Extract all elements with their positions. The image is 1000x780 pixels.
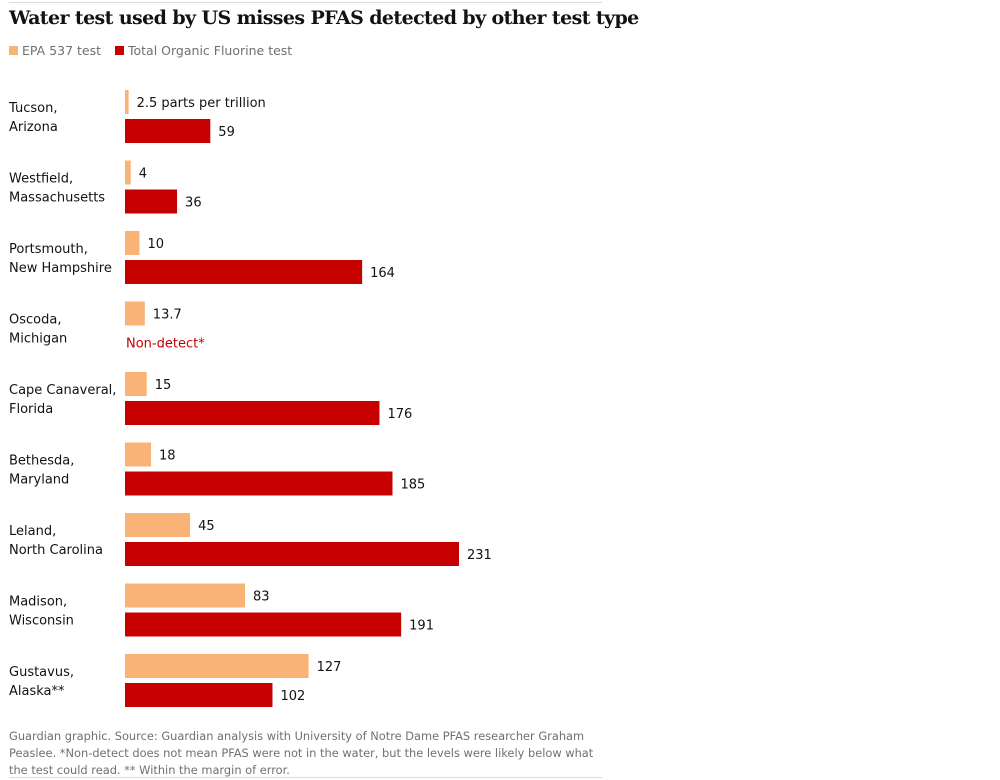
legend-item-epa: EPA 537 test	[9, 43, 101, 58]
bar-epa	[125, 90, 129, 114]
category-label-line: Arizona	[9, 120, 58, 135]
bar-tof	[125, 683, 273, 707]
category-label-line: New Hampshire	[9, 261, 112, 276]
category-label: Leland, North Carolina	[9, 524, 103, 558]
bar-epa	[125, 442, 152, 467]
category-row: Cape Canaveral, Florida 15 176	[9, 372, 412, 425]
bottom-rule	[9, 777, 602, 778]
bar-epa	[125, 372, 147, 396]
category-label: Portsmouth, New Hampshire	[9, 242, 112, 276]
bar-tof	[125, 401, 380, 425]
bar-epa	[125, 160, 131, 185]
category-label: Westfield, Massachusetts	[9, 172, 105, 206]
value-label-epa: 10	[147, 237, 164, 252]
category-label: Madison, Wisconsin	[9, 595, 74, 629]
bar-epa	[125, 231, 140, 255]
value-label-epa: 13.7	[153, 308, 182, 323]
value-label-epa: 18	[159, 449, 176, 464]
value-label-epa: 127	[317, 660, 342, 675]
legend-label-epa: EPA 537 test	[22, 43, 101, 58]
non-detect-label: Non-detect*	[126, 337, 205, 352]
top-rule	[9, 2, 602, 3]
category-row: Tucson, Arizona 2.5 parts per trillion 59	[8, 90, 266, 143]
category-label-line: North Carolina	[9, 543, 103, 558]
legend-label-tof: Total Organic Fluorine test	[128, 43, 293, 58]
category-row: Westfield, Massachusetts 4 36	[9, 160, 202, 214]
category-row: Madison, Wisconsin 83 191	[9, 583, 434, 637]
category-row: Gustavus, Alaska** 127 102	[9, 654, 341, 707]
bar-tof	[125, 542, 459, 566]
source-footnote: Guardian graphic. Source: Guardian analy…	[9, 729, 594, 777]
value-label-tof: 176	[387, 407, 412, 422]
category-label-line: Portsmouth,	[9, 242, 88, 257]
value-label-epa: 83	[253, 590, 270, 605]
category-label-line: Madison,	[9, 595, 67, 610]
value-label-epa: 4	[139, 167, 147, 182]
category-label-line: Michigan	[9, 332, 67, 347]
bar-tof	[125, 189, 178, 214]
legend-swatch-epa	[9, 46, 18, 55]
category-label-line: Alaska**	[9, 684, 65, 699]
category-label-line: Wisconsin	[9, 614, 74, 629]
bar-tof	[125, 612, 402, 637]
category-label-line: Massachusetts	[9, 191, 105, 206]
value-label-tof: 231	[467, 548, 492, 563]
category-label-line: Westfield,	[9, 172, 73, 187]
bar-tof	[125, 119, 211, 143]
category-label-line: Cape Canaveral,	[9, 383, 116, 398]
value-label-tof: 191	[409, 619, 434, 634]
value-label-epa: 45	[198, 519, 215, 534]
category-label: Bethesda, Maryland	[9, 454, 74, 488]
category-row: Portsmouth, New Hampshire 10 164	[9, 231, 395, 284]
category-label-line: Oscoda,	[9, 313, 61, 328]
category-label: Tucson, Arizona	[8, 101, 58, 135]
bar-tof	[125, 471, 393, 496]
value-label-tof: 59	[218, 125, 235, 140]
chart-title: Water test used by US misses PFAS detect…	[9, 7, 639, 29]
bar-epa	[125, 301, 145, 326]
bar-epa	[125, 654, 309, 678]
category-label-line: Bethesda,	[9, 454, 74, 469]
legend: EPA 537 test Total Organic Fluorine test	[9, 43, 292, 58]
bar-tof	[125, 260, 363, 284]
category-label-line: Leland,	[9, 524, 56, 539]
value-label-tof: 36	[185, 196, 202, 211]
category-label: Gustavus, Alaska**	[9, 665, 74, 699]
category-row: Bethesda, Maryland 18 185	[9, 442, 425, 496]
category-row: Leland, North Carolina 45 231	[9, 513, 492, 566]
bar-chart: Tucson, Arizona 2.5 parts per trillion 59 We…	[8, 90, 492, 707]
bar-epa	[125, 513, 191, 537]
category-label: Oscoda, Michigan	[9, 313, 67, 347]
value-label-tof: 102	[280, 689, 305, 704]
legend-item-tof: Total Organic Fluorine test	[115, 43, 292, 58]
category-label-line: Tucson,	[8, 101, 57, 116]
category-label: Cape Canaveral, Florida	[9, 383, 116, 417]
category-label-line: Florida	[9, 402, 53, 417]
category-label-line: Gustavus,	[9, 665, 74, 680]
category-row: Oscoda, Michigan 13.7 Non-detect*	[9, 301, 205, 352]
category-label-line: Maryland	[9, 473, 69, 488]
legend-swatch-tof	[115, 46, 124, 55]
value-label-epa: 2.5 parts per trillion	[137, 96, 266, 111]
value-label-epa: 15	[155, 378, 172, 393]
value-label-tof: 185	[400, 478, 425, 493]
value-label-tof: 164	[370, 266, 395, 281]
bar-epa	[125, 583, 246, 608]
